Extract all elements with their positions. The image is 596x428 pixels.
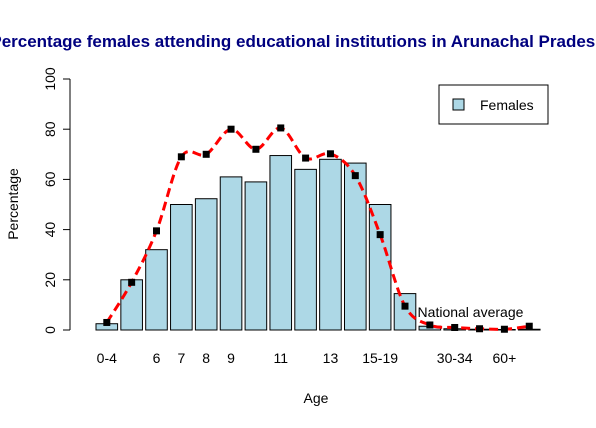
national-average-point (525, 322, 533, 330)
x-tick-label: 60+ (493, 350, 517, 366)
x-tick-label: 30-34 (437, 350, 473, 366)
bar (244, 181, 268, 331)
national-average-point (103, 318, 111, 326)
y-tick-label: 80 (42, 121, 58, 137)
bar (319, 158, 342, 331)
national-average-point (202, 150, 210, 158)
national-average-point (476, 325, 484, 333)
national-average-points (103, 124, 533, 333)
x-tick-label: 7 (177, 350, 185, 366)
y-axis-label: Percentage (5, 168, 21, 240)
y-tick-label: 40 (42, 222, 58, 238)
bar (145, 249, 168, 331)
legend-label-females: Females (480, 97, 534, 113)
bar (120, 279, 143, 331)
annotation-national-average: National average (418, 304, 524, 320)
y-ticks: 0 20 40 60 80 100 (42, 67, 70, 334)
y-tick-label: 60 (42, 171, 58, 187)
y-tick-label: 20 (42, 272, 58, 288)
x-axis-label: Age (304, 390, 329, 406)
legend-swatch-females (452, 98, 465, 111)
x-tick-label: 8 (202, 350, 210, 366)
national-average-point (500, 325, 508, 333)
x-labels: 0-4 6 7 8 9 11 13 15-19 30-34 60+ (97, 350, 517, 366)
bar (194, 198, 218, 331)
legend: Females (438, 84, 549, 125)
x-tick-label: 15-19 (362, 350, 398, 366)
national-average-point (128, 278, 136, 286)
y-tick-label: 100 (42, 67, 58, 91)
national-average-point (252, 145, 260, 153)
national-average-point (451, 323, 459, 331)
x-tick-label: 11 (273, 350, 288, 366)
national-average-point (277, 124, 285, 132)
bar (294, 168, 317, 331)
national-average-point (153, 227, 160, 235)
y-axis: 0 20 40 60 80 100 (42, 67, 71, 334)
bar (170, 204, 193, 331)
bars (95, 155, 541, 331)
national-average-point (227, 125, 235, 133)
bar (393, 293, 417, 331)
bar (269, 155, 293, 331)
x-tick-label: 0-4 (97, 350, 117, 366)
x-tick-label: 13 (323, 350, 339, 366)
bar (344, 162, 367, 331)
national-average-point (302, 154, 310, 162)
x-tick-label: 6 (153, 350, 161, 366)
x-tick-label: 9 (227, 350, 235, 366)
national-average-point (177, 153, 185, 161)
bar (368, 204, 392, 331)
national-average-point (351, 172, 359, 180)
bar (219, 176, 243, 331)
national-average-point (376, 231, 384, 239)
national-average-point (401, 302, 409, 310)
national-average-point (426, 321, 434, 329)
national-average-point (326, 150, 334, 158)
y-tick-label: 0 (42, 326, 58, 334)
chart-title: Percentage females attending educational… (0, 32, 596, 51)
